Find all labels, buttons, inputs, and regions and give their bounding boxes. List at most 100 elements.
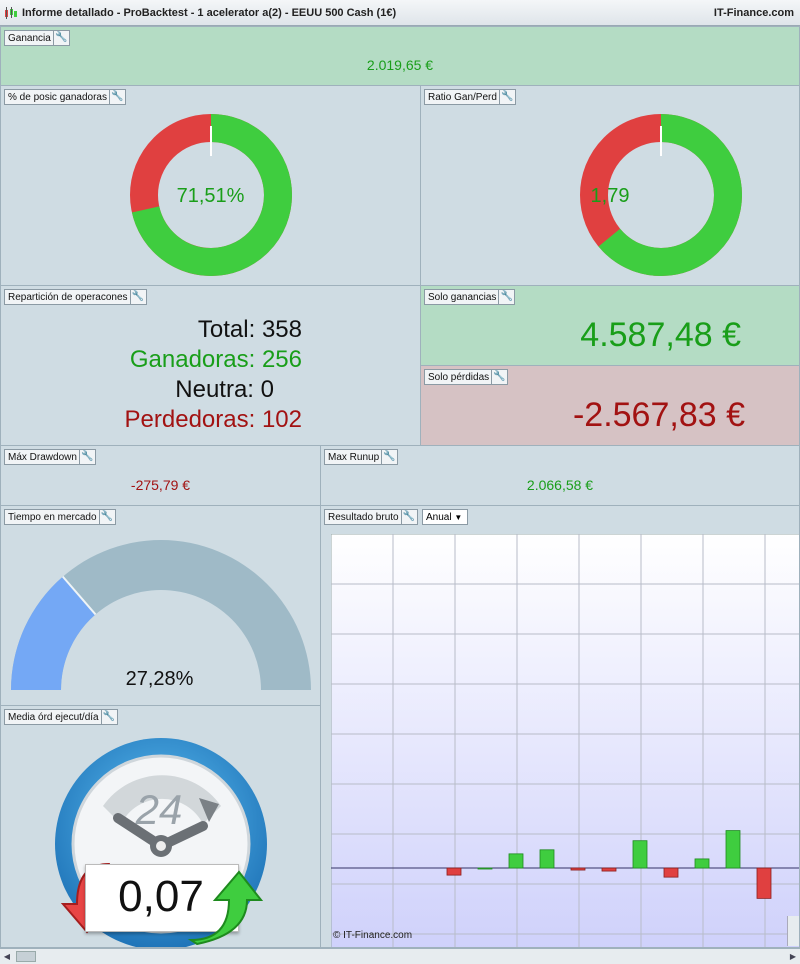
wrench-icon[interactable]: 🔧 (108, 89, 125, 105)
max-drawdown-label: Máx Drawdown (8, 452, 77, 463)
scroll-right-button[interactable]: ▶ (789, 952, 797, 961)
perdedoras-line: Perdedoras: 102 (125, 406, 302, 434)
chart-bar (446, 867, 462, 876)
resultado-label: Resultado bruto (328, 512, 399, 523)
chart-bar (725, 830, 741, 869)
resultado-panel: Resultado bruto 🔧 © IT-Finance.com (320, 505, 800, 948)
ganancia-label: Ganancia (8, 33, 51, 44)
tiempo-panel: Tiempo en mercado 🔧 27,28% (0, 505, 321, 706)
window-titlebar: Informe detallado - ProBacktest - 1 acel… (0, 0, 800, 26)
chevron-down-icon: ▼ (454, 513, 463, 522)
period-select-value: Anual (426, 512, 452, 523)
vertical-scrollbar[interactable] (787, 916, 799, 946)
wrench-icon[interactable]: 🔧 (381, 449, 397, 465)
max-drawdown-panel: Máx Drawdown 🔧 -275,79 € (0, 445, 321, 506)
wrench-icon[interactable]: 🔧 (498, 89, 515, 105)
period-select[interactable]: Anual ▼ (422, 509, 468, 525)
ganancia-value: 2.019,65 € (366, 57, 434, 73)
tiempo-label: Tiempo en mercado (8, 512, 97, 523)
chart-bar (477, 867, 493, 870)
reparticion-title: Repartición de operacones 🔧 (4, 289, 147, 305)
max-runup-value: 2.066,58 € (526, 477, 594, 493)
scroll-thumb[interactable] (16, 951, 36, 962)
wrench-icon[interactable]: 🔧 (129, 289, 146, 305)
ganancia-panel: Ganancia 🔧 2.019,65 € (0, 26, 800, 86)
total-value: 358 (261, 316, 302, 343)
tiempo-title: Tiempo en mercado 🔧 (4, 509, 116, 525)
reparticion-panel: Repartición de operacones 🔧 Total: 358 Ga… (0, 285, 421, 446)
solo-perdidas-panel: Solo pérdidas 🔧 -2.567,83 € (420, 365, 800, 446)
max-drawdown-title: Máx Drawdown 🔧 (4, 449, 96, 465)
window-title: Informe detallado - ProBacktest - 1 acel… (22, 7, 397, 19)
wrench-icon[interactable]: 🔧 (100, 709, 117, 725)
media-value-box (85, 864, 239, 932)
max-runup-title: Max Runup 🔧 (324, 449, 399, 465)
total-line: Total: 358 (198, 316, 302, 344)
tiempo-gauge (11, 540, 311, 690)
chart-bar (601, 867, 617, 872)
chart-bar (756, 867, 772, 899)
gauge-background (11, 540, 311, 690)
ratio-label: Ratio Gan/Perd (428, 92, 497, 103)
chart-bar (632, 840, 648, 869)
scroll-left-button[interactable]: ◀ (3, 952, 11, 961)
solo-ganancias-value: 4.587,48 € (580, 316, 741, 354)
candlestick-icon (5, 7, 17, 19)
up-arrow-icon (187, 870, 263, 946)
media-label: Media órd ejecut/día (8, 712, 99, 723)
pct-ganadoras-title: % de posic ganadoras 🔧 (4, 89, 126, 105)
horizontal-scrollbar[interactable]: ◀ ▶ (0, 948, 800, 964)
max-drawdown-value: -275,79 € (130, 477, 191, 493)
chart-bar (539, 849, 555, 869)
reparticion-label: Repartición de operacones (8, 292, 128, 303)
neutra-label: Neutra: (175, 376, 254, 403)
clock-number: 24 (135, 786, 183, 833)
ganadoras-label: Ganadoras: (129, 346, 256, 373)
media-value: 0,07 (118, 872, 204, 921)
resultado-chart (331, 534, 799, 947)
perdedoras-value: 102 (261, 406, 302, 433)
ratio-title: Ratio Gan/Perd 🔧 (424, 89, 516, 105)
solo-ganancias-panel: Solo ganancias 🔧 4.587,48 € (420, 285, 800, 366)
solo-perdidas-title: Solo pérdidas 🔧 (424, 369, 509, 385)
chart-plot-area (331, 534, 799, 947)
brand-label: IT-Finance.com (713, 7, 794, 19)
wrench-icon[interactable]: 🔧 (400, 509, 417, 525)
wrench-icon[interactable]: 🔧 (78, 449, 95, 465)
pct-ganadoras-value: 71,51% (176, 185, 245, 207)
ganadoras-value: 256 (261, 346, 302, 373)
solo-ganancias-label: Solo ganancias (428, 292, 497, 303)
ratio-panel: Ratio Gan/Perd 🔧 1,79 (420, 85, 800, 286)
ratio-donut (580, 114, 742, 276)
wrench-icon[interactable]: 🔧 (52, 30, 69, 46)
total-label: Total: (197, 316, 256, 343)
perdedoras-label: Perdedoras: (124, 406, 256, 433)
ganadoras-line: Ganadoras: 256 (130, 346, 302, 374)
chart-bar (570, 867, 586, 871)
pct-ganadoras-panel: % de posic ganadoras 🔧 71,51% (0, 85, 421, 286)
media-panel: Media órd ejecut/día 🔧 24 0,07 (0, 705, 321, 948)
media-title: Media órd ejecut/día 🔧 (4, 709, 118, 725)
max-runup-panel: Max Runup 🔧 2.066,58 € (320, 445, 800, 506)
chart-copyright: © IT-Finance.com (333, 930, 413, 941)
wrench-icon[interactable]: 🔧 (491, 369, 507, 385)
ganancia-title: Ganancia 🔧 (4, 30, 70, 46)
gauge-fill (11, 576, 96, 690)
solo-perdidas-value: -2.567,83 € (572, 396, 745, 434)
neutra-value: 0 (260, 376, 274, 403)
chart-bar (663, 867, 679, 878)
wrench-icon[interactable]: 🔧 (498, 289, 514, 305)
chart-bar (508, 853, 524, 869)
wrench-icon[interactable]: 🔧 (98, 509, 115, 525)
gauge-divider (62, 575, 97, 616)
tiempo-value: 27,28% (125, 668, 194, 690)
pct-ganadoras-donut (130, 114, 292, 276)
solo-ganancias-title: Solo ganancias 🔧 (424, 289, 516, 305)
ratio-value: 1,79 (590, 185, 630, 207)
neutra-line: Neutra: 0 (175, 376, 274, 404)
pct-ganadoras-label: % de posic ganadoras (8, 92, 107, 103)
resultado-title: Resultado bruto 🔧 (324, 509, 418, 525)
max-runup-label: Max Runup (328, 452, 380, 463)
chart-bar (694, 858, 710, 869)
solo-perdidas-label: Solo pérdidas (428, 372, 490, 383)
